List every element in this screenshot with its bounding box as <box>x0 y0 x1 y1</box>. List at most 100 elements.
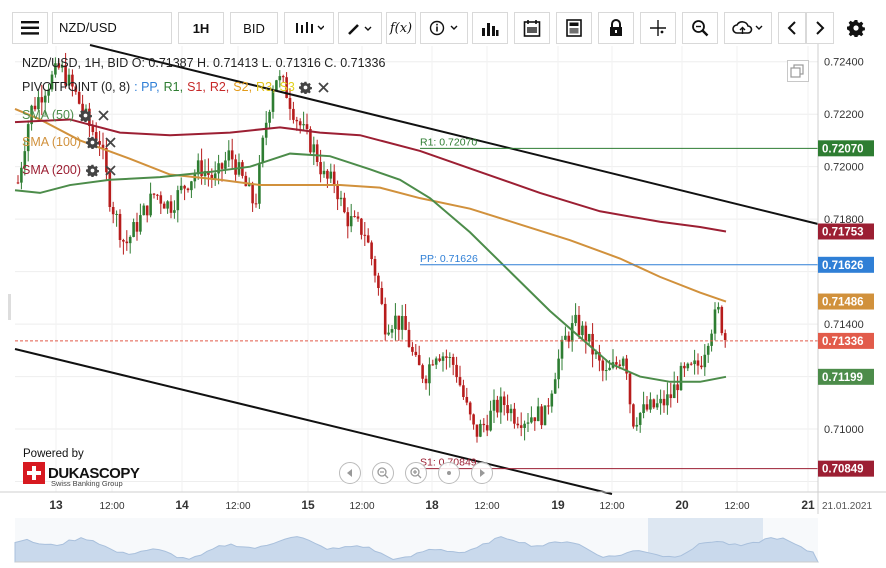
scroll-left-button[interactable] <box>778 12 806 44</box>
expand-chart-icon[interactable] <box>787 60 809 82</box>
candle-body <box>227 150 231 161</box>
candle-body <box>553 379 557 394</box>
candle-body <box>513 408 516 424</box>
zoom-button[interactable] <box>682 12 718 44</box>
info-icon <box>429 20 458 36</box>
candle-body <box>353 216 356 218</box>
calculator-icon <box>566 19 582 37</box>
candle-body <box>190 181 193 191</box>
candle-body <box>519 425 523 428</box>
price-tag <box>818 256 874 273</box>
pivot-label: PIVOTPOINT (0, 8) <box>22 80 131 94</box>
candle-body <box>292 108 295 120</box>
candle-type-button[interactable] <box>284 12 334 44</box>
chart-scroll-left-button[interactable] <box>339 462 361 484</box>
candle-body <box>111 206 115 215</box>
candle-body <box>244 175 248 187</box>
sma100-line <box>14 108 727 303</box>
candle-body <box>247 184 251 187</box>
navigator[interactable] <box>8 294 819 563</box>
dukascopy-name: DUKASCOPY <box>48 464 140 482</box>
info-button[interactable] <box>420 12 468 44</box>
timeframe-button[interactable]: 1H <box>178 12 224 44</box>
cloud-upload-icon <box>732 21 763 34</box>
candle-body <box>560 339 564 359</box>
chart-zoom-in-button[interactable] <box>405 462 427 484</box>
price-type-button[interactable]: BID <box>230 12 278 44</box>
candle-body <box>509 408 513 414</box>
candle-body <box>319 161 322 175</box>
candle-body <box>577 314 581 336</box>
chart-reset-button[interactable] <box>438 462 460 484</box>
candle-body <box>506 405 509 414</box>
lock-button[interactable] <box>598 12 634 44</box>
candle-body <box>570 323 574 342</box>
sma200-remove-icon[interactable] <box>103 163 117 177</box>
time-label: 21 <box>801 498 815 512</box>
chart-scroll-right-button[interactable] <box>471 462 493 484</box>
price-tag-label: 0.71199 <box>822 372 863 384</box>
candle-body <box>339 197 343 200</box>
candle-body <box>462 385 465 397</box>
sma100-settings-icon[interactable] <box>85 135 99 149</box>
candle-body <box>315 144 319 162</box>
price-tick-label: 0.72200 <box>824 109 864 121</box>
time-label: 15 <box>301 498 315 512</box>
price-tag <box>818 460 874 477</box>
candle-body <box>482 423 486 426</box>
calendar-button[interactable] <box>514 12 550 44</box>
chart-zoom-out-button[interactable] <box>372 462 394 484</box>
candle-body <box>574 314 577 324</box>
cloud-button[interactable] <box>724 12 772 44</box>
candle-body <box>203 171 207 177</box>
navigator-area <box>14 536 819 563</box>
candle-body <box>366 235 370 243</box>
candle-body <box>356 216 360 219</box>
bar-chart-icon <box>482 23 499 36</box>
candle-body <box>251 184 254 204</box>
symbol-selector[interactable]: NZD/USD <box>52 12 172 44</box>
sma50-remove-icon[interactable] <box>96 108 110 122</box>
grid <box>15 46 818 492</box>
time-axis: 13 12:00 14 12:00 15 12:00 18 12:00 19 12:00 20 12:… <box>49 498 872 512</box>
candle-body <box>74 86 78 92</box>
candle-body <box>241 162 244 176</box>
time-label: 13 <box>49 498 63 512</box>
candle-body <box>370 242 373 260</box>
time-label: 18 <box>425 498 439 512</box>
candle-body <box>584 325 588 342</box>
candle-body <box>652 399 656 408</box>
candle-body <box>261 137 265 163</box>
candle-body <box>77 91 81 104</box>
lock-icon <box>610 19 622 36</box>
crosshair-button[interactable] <box>640 12 676 44</box>
candle-body <box>625 358 628 374</box>
candle-body <box>533 417 537 422</box>
candle-body <box>281 76 285 78</box>
candle-body <box>94 132 98 141</box>
time-label: 14 <box>175 498 189 512</box>
sma100-remove-icon[interactable] <box>103 135 117 149</box>
pivot-settings-icon[interactable] <box>299 80 313 94</box>
pivot-item-0: : PP, <box>134 80 160 94</box>
candle-body <box>186 188 190 191</box>
toolbar: NZD/USD 1H BID f(x) <box>0 0 886 44</box>
candle-body <box>710 333 713 346</box>
settings-button[interactable] <box>840 12 872 44</box>
scroll-right-button[interactable] <box>806 12 834 44</box>
function-button[interactable]: f(x) <box>386 12 416 44</box>
calculator-button[interactable] <box>556 12 592 44</box>
time-label: 12:00 <box>599 501 624 512</box>
draw-button[interactable] <box>338 12 382 44</box>
pivot-remove-icon[interactable] <box>317 80 331 94</box>
candle-body <box>26 124 30 152</box>
sma50-settings-icon[interactable] <box>78 108 92 122</box>
candle-body <box>271 90 275 112</box>
indicators-button[interactable] <box>472 12 508 44</box>
menu-button[interactable] <box>12 12 48 44</box>
sma200-settings-icon[interactable] <box>85 163 99 177</box>
candle-body <box>346 212 350 227</box>
candle-body <box>587 333 591 342</box>
